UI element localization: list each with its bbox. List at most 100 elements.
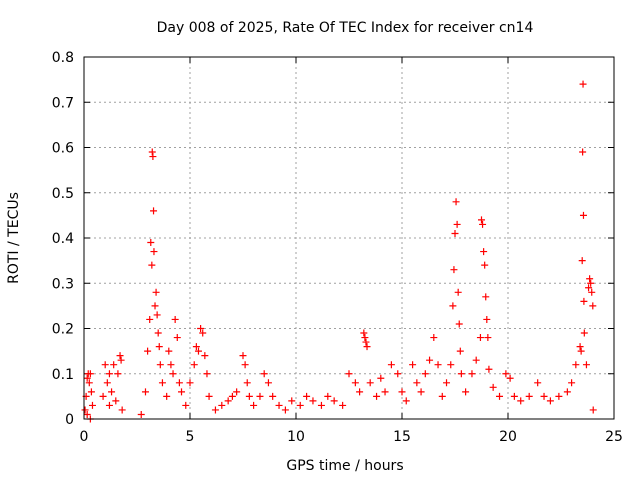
data-point xyxy=(324,392,332,400)
x-tick-label: 20 xyxy=(499,429,517,445)
data-point xyxy=(572,361,580,369)
data-point xyxy=(451,229,459,237)
data-point xyxy=(579,211,587,219)
data-point xyxy=(88,401,96,409)
data-point xyxy=(468,370,476,378)
data-point xyxy=(178,388,186,396)
data-point xyxy=(438,392,446,400)
data-point xyxy=(110,361,118,369)
data-point xyxy=(228,392,236,400)
data-point xyxy=(163,392,171,400)
data-point xyxy=(264,379,272,387)
data-point xyxy=(233,388,241,396)
data-point xyxy=(449,302,457,310)
data-point xyxy=(430,334,438,342)
data-point xyxy=(205,392,213,400)
data-point xyxy=(108,388,116,396)
data-point xyxy=(443,379,451,387)
data-point xyxy=(224,397,232,405)
data-point xyxy=(589,406,597,414)
y-tick-label: 0.6 xyxy=(52,141,74,157)
data-point xyxy=(152,288,160,296)
data-point xyxy=(452,198,460,206)
data-point xyxy=(199,329,207,337)
data-point xyxy=(245,392,253,400)
data-point xyxy=(146,315,154,323)
data-point xyxy=(218,401,226,409)
data-point xyxy=(303,392,311,400)
y-tick-label: 0.1 xyxy=(52,367,74,383)
data-point xyxy=(483,315,491,323)
data-point xyxy=(485,365,493,373)
data-point xyxy=(112,397,120,405)
data-point xyxy=(502,370,510,378)
data-point xyxy=(281,406,289,414)
data-point xyxy=(579,148,587,156)
data-point xyxy=(296,401,304,409)
data-point xyxy=(288,397,296,405)
data-point xyxy=(149,153,157,161)
data-point xyxy=(580,297,588,305)
data-point xyxy=(589,302,597,310)
data-point xyxy=(83,374,91,382)
data-point xyxy=(582,361,590,369)
x-axis-label: GPS time / hours xyxy=(286,458,403,474)
data-point xyxy=(585,284,593,292)
data-point xyxy=(197,325,205,332)
data-point xyxy=(366,379,374,387)
data-point xyxy=(83,410,91,418)
data-point xyxy=(434,361,442,369)
data-point xyxy=(158,379,166,387)
data-point xyxy=(577,347,585,355)
data-point xyxy=(167,361,175,369)
data-point xyxy=(165,347,173,355)
data-point xyxy=(86,370,94,378)
data-point xyxy=(175,379,183,387)
plot-frame xyxy=(83,56,615,420)
data-point xyxy=(190,361,198,369)
data-point xyxy=(203,370,211,378)
data-point xyxy=(480,248,488,256)
data-point xyxy=(555,392,563,400)
data-point xyxy=(141,388,149,396)
data-point xyxy=(362,338,370,346)
data-point xyxy=(421,370,429,378)
data-point xyxy=(155,343,163,351)
data-point xyxy=(525,392,533,400)
data-point xyxy=(150,248,158,256)
tick-labels: 0 5 10 15 20 25 0 0.1 0.2 0.3 0.4 0.5 0.6 0.7 0.8 xyxy=(52,50,623,445)
data-point xyxy=(154,329,162,337)
x-tick-label: 25 xyxy=(605,429,623,445)
data-point xyxy=(339,401,347,409)
data-point xyxy=(479,220,487,228)
data-point xyxy=(510,392,518,400)
data-point xyxy=(478,216,485,224)
data-point xyxy=(144,347,152,355)
data-point xyxy=(587,279,595,287)
data-point xyxy=(586,275,594,283)
data-point xyxy=(260,370,268,378)
data-point xyxy=(243,379,251,387)
x-tick-label: 5 xyxy=(186,429,195,445)
data-point xyxy=(462,388,470,396)
data-point xyxy=(409,361,417,369)
data-point xyxy=(250,401,258,409)
data-point xyxy=(99,392,107,400)
data-point xyxy=(476,334,484,342)
data-point xyxy=(546,397,554,405)
data-point xyxy=(186,379,194,387)
data-point xyxy=(147,239,155,247)
data-point xyxy=(101,361,109,369)
data-point xyxy=(201,352,209,360)
data-point xyxy=(413,379,421,387)
data-point xyxy=(269,392,277,400)
data-point xyxy=(330,397,338,405)
data-point xyxy=(481,261,489,269)
data-point xyxy=(387,361,395,369)
data-point xyxy=(256,392,264,400)
data-point xyxy=(360,329,368,337)
data-point xyxy=(211,406,219,414)
data-point xyxy=(568,379,576,387)
data-point xyxy=(517,397,525,405)
data-point xyxy=(81,406,89,414)
